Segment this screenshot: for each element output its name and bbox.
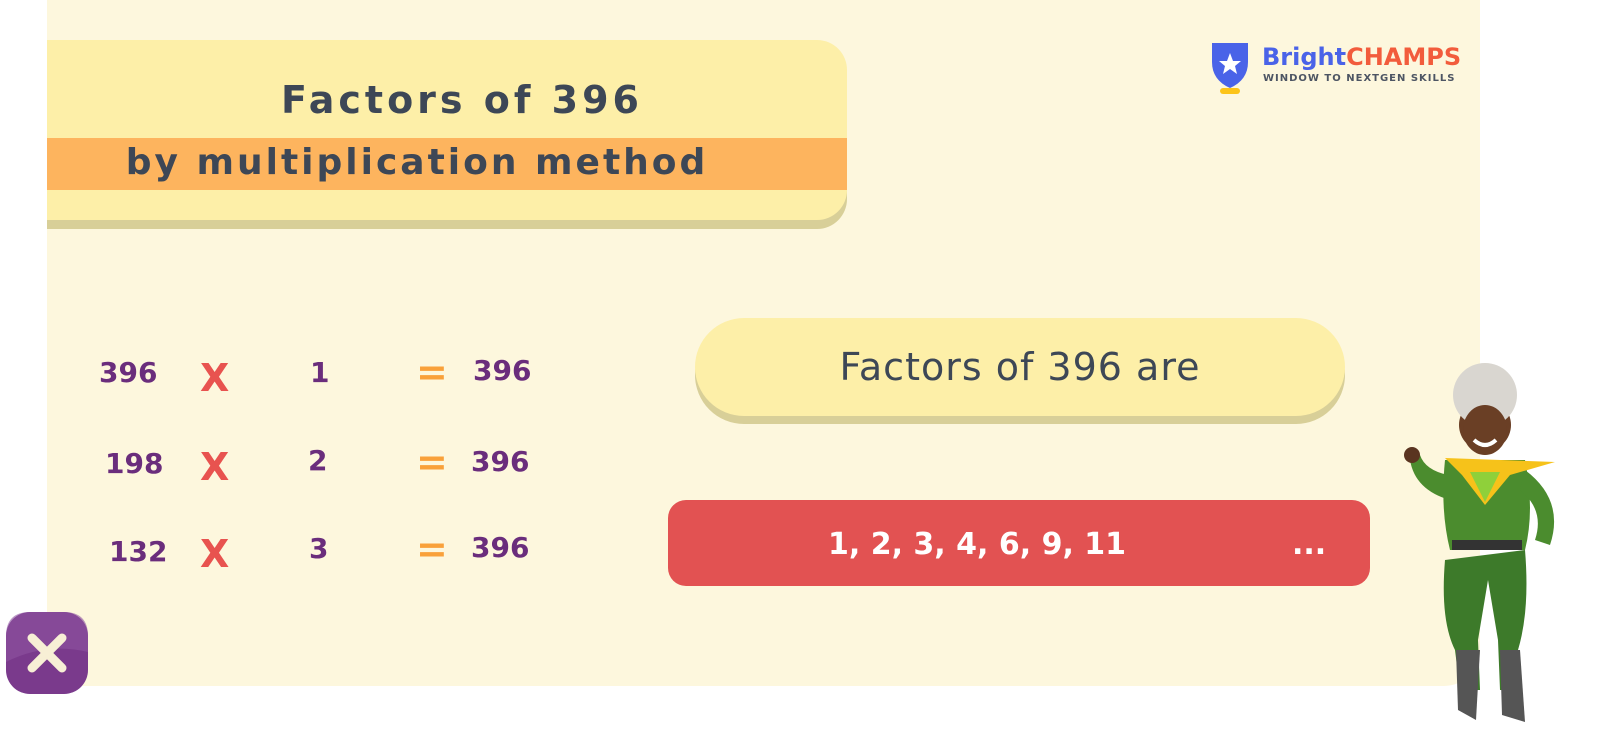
multiplier: 1 [310, 356, 330, 389]
multiplicand: 198 [105, 447, 164, 480]
factors-heading-pill: Factors of 396 are [695, 318, 1345, 416]
multiplier: 2 [308, 444, 328, 477]
logo-tagline: WINDOW TO NEXTGEN SKILLS [1263, 73, 1456, 84]
times-sign: X [200, 445, 230, 489]
logo-brand-champs: CHAMPS [1346, 43, 1462, 71]
logo-brand-bright: Bright [1262, 43, 1347, 71]
multiplicand: 396 [99, 356, 158, 389]
ellipsis: ... [1292, 527, 1327, 562]
times-sign: X [200, 532, 230, 576]
equals-sign: = [416, 527, 448, 571]
title: Factors of 396 [281, 78, 643, 122]
multiplicand: 132 [109, 535, 168, 568]
factors-list: 1, 2, 3, 4, 6, 9, 11 [828, 527, 1127, 562]
subtitle: by multiplication method [125, 142, 709, 183]
factors-list-bar: 1, 2, 3, 4, 6, 9, 11 ... [668, 500, 1370, 586]
times-sign: X [200, 356, 230, 400]
multiplier: 3 [309, 532, 329, 565]
shield-star-icon [1212, 43, 1248, 94]
close-icon [6, 612, 88, 673]
product: 396 [473, 354, 532, 387]
brightchamps-logo: BrightCHAMPS WINDOW TO NEXTGEN SKILLS [1210, 40, 1461, 100]
product: 396 [471, 445, 530, 478]
teacher-character-illustration [1404, 363, 1555, 722]
title-card [47, 40, 847, 220]
title-band [47, 138, 847, 190]
factors-heading: Factors of 396 are [839, 345, 1201, 389]
equals-sign: = [416, 350, 448, 394]
product: 396 [471, 531, 530, 564]
equals-sign: = [416, 440, 448, 484]
close-button[interactable] [6, 612, 88, 694]
